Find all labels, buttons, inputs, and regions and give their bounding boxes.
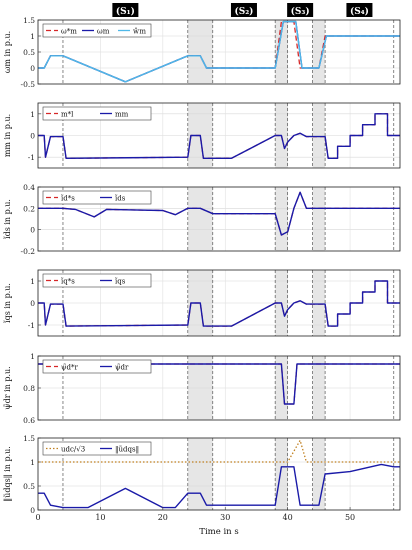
x-tick-label: 20 xyxy=(158,513,168,522)
x-tick-label: 50 xyxy=(345,513,355,522)
shaded-interval xyxy=(187,187,213,251)
y-tick-label: -0.2 xyxy=(21,247,36,256)
legend-box xyxy=(42,359,152,374)
legend-label: m*l xyxy=(61,111,74,119)
stage-label-box xyxy=(287,3,314,17)
legend-label: mm xyxy=(115,111,129,119)
legend-label: ω*m xyxy=(61,28,77,36)
legend-box xyxy=(42,106,152,121)
y-tick-label: 1 xyxy=(30,110,35,119)
y-tick-label: 0.6 xyxy=(23,416,35,425)
series-line xyxy=(38,280,400,327)
y-tick-label: 0 xyxy=(30,132,35,141)
y-axis-label: mm in p.u. xyxy=(3,114,12,157)
panel-frame xyxy=(37,437,401,511)
y-tick-label: 0.8 xyxy=(23,384,35,393)
x-axis: 0 10 20 30 40 50 Time in s xyxy=(35,507,355,537)
y-tick-label: 0.5 xyxy=(23,482,35,491)
series-line xyxy=(38,20,400,83)
shaded-interval xyxy=(275,438,288,510)
y-tick-label: 1 xyxy=(30,32,35,41)
y-axis-label: ĩds in p.u. xyxy=(3,199,12,240)
y-tick-label: 0 xyxy=(30,299,35,308)
shaded-interval xyxy=(275,187,288,251)
y-axis-label: ωm in p.u. xyxy=(3,31,12,73)
series-line xyxy=(38,191,400,236)
legend-label: ĩd*s xyxy=(60,195,75,203)
series-line xyxy=(38,363,400,405)
y-tick-label: 0.4 xyxy=(23,183,35,192)
x-tick-label: 10 xyxy=(95,513,105,522)
x-tick-label: 40 xyxy=(283,513,293,522)
stage-labels: (S₁) (S₂) (S₃) (S₄) xyxy=(112,3,373,17)
legend-box xyxy=(42,441,152,456)
panel: -1 0 1 ĩqs in p.u. ĩq*s ĩqs xyxy=(3,269,401,337)
panel: -0.5 0 0.5 1 1.5 ωm in p.u. ω*m ωm ŵm xyxy=(3,16,401,89)
panel-frame xyxy=(37,102,401,169)
legend-label: ψ̃dr xyxy=(115,363,129,372)
legend-label: ĩqs xyxy=(114,278,126,286)
stage-label: (S₃) xyxy=(291,6,310,17)
legend-box xyxy=(42,23,152,38)
series-line xyxy=(38,280,400,327)
panels: -0.5 0 0.5 1 1.5 ωm in p.u. ω*m ωm ŵm -1 0 1 mm in p… xyxy=(3,16,401,515)
panel: 0.6 0.8 1 ψ̃dr in p.u. ψ̃d*r ψ̃dr xyxy=(3,352,401,425)
panel: 0 0.5 1 1.5 ‖ũdqs‖ in p.u. udc/√3 ‖ũdqs‖ xyxy=(3,434,401,515)
y-tick-label: 0 xyxy=(30,226,35,235)
shaded-interval xyxy=(312,187,326,251)
stage-label: (S₄) xyxy=(350,6,369,17)
y-tick-label: -1 xyxy=(28,153,35,162)
y-tick-label: -0.5 xyxy=(21,80,36,89)
legend-label: udc/√3 xyxy=(61,446,85,454)
legend-box xyxy=(42,190,152,205)
x-tick-label: 30 xyxy=(220,513,230,522)
x-tick-label: 0 xyxy=(35,513,40,522)
shaded-interval xyxy=(187,438,213,510)
y-tick-label: 0.2 xyxy=(23,204,35,213)
stage-label-box xyxy=(112,3,139,17)
stage-label-box xyxy=(230,3,257,17)
stage-label: (S₂) xyxy=(234,6,253,17)
shaded-interval xyxy=(312,438,326,510)
y-axis-label: ‖ũdqs‖ in p.u. xyxy=(3,446,12,502)
panel-frame xyxy=(37,269,401,337)
stage-label: (S₁) xyxy=(116,6,135,17)
stage-label-box xyxy=(346,3,373,17)
legend-label: ŵm xyxy=(133,28,146,36)
y-tick-label: 0 xyxy=(30,64,35,73)
panel: -0.2 0 0.2 0.4 ĩds in p.u. ĩd*s ĩds xyxy=(3,183,401,256)
y-tick-label: 0.5 xyxy=(23,48,35,57)
y-tick-label: 1 xyxy=(30,352,35,361)
series-line xyxy=(38,113,400,160)
y-tick-label: 1.5 xyxy=(23,434,35,443)
panel-frame xyxy=(37,186,401,252)
legend-label: ωm xyxy=(97,28,110,36)
x-axis-label: Time in s xyxy=(199,527,238,537)
y-tick-label: -1 xyxy=(28,321,35,330)
y-axis-label: ψ̃dr in p.u. xyxy=(3,366,12,409)
legend-label: ‖ũdqs‖ xyxy=(115,446,139,454)
series-line xyxy=(38,113,400,159)
panel-frame xyxy=(37,355,401,421)
series-line xyxy=(38,463,400,509)
legend-label: ĩds xyxy=(114,195,126,203)
y-tick-label: 0 xyxy=(30,506,35,515)
y-tick-label: 1 xyxy=(30,277,35,286)
y-tick-label: 1 xyxy=(30,458,35,467)
panel-frame xyxy=(37,19,401,85)
legend-label: ψ̃d*r xyxy=(61,363,78,372)
legend-box xyxy=(42,273,152,288)
panel: -1 0 1 mm in p.u. m*l mm xyxy=(3,102,401,169)
y-axis-label: ĩqs in p.u. xyxy=(3,283,12,324)
legend-label: ĩq*s xyxy=(60,278,75,286)
y-tick-label: 1.5 xyxy=(23,16,35,25)
